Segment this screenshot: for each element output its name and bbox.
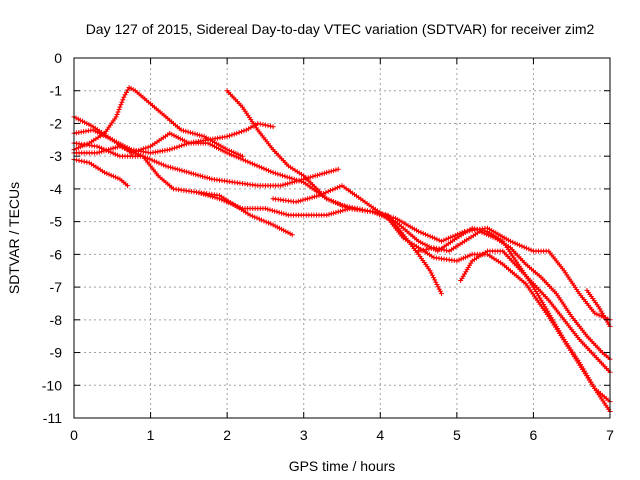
series-markers: [71, 157, 131, 189]
y-tick-label: -7: [50, 279, 63, 295]
series-layer: [71, 85, 613, 414]
y-tick-label: -8: [50, 312, 63, 328]
plot-frame: [73, 57, 611, 419]
series-track-11: [416, 229, 613, 362]
y-tick-label: -4: [50, 181, 63, 197]
y-axis-label: SDTVAR / TECUs: [6, 182, 22, 294]
chart-title: Day 127 of 2015, Sidereal Day-to-day VTE…: [86, 21, 595, 37]
series-markers: [224, 88, 444, 297]
ticks-layer: 0 1 2 3 4 5 6 7 0 -1 -2 -3 -4 -5 -6 -7 -8 -9 -10 -11: [42, 50, 614, 443]
series-line: [226, 89, 443, 295]
x-tick-label: 7: [606, 427, 614, 443]
series-track-9: [270, 183, 613, 414]
x-tick-label: 5: [453, 427, 461, 443]
x-tick-label: 0: [70, 427, 78, 443]
series-markers: [458, 248, 613, 375]
y-tick-label: -2: [50, 115, 63, 131]
x-tick-label: 1: [147, 427, 155, 443]
y-tick-label: -6: [50, 246, 63, 262]
series-track-3: [71, 85, 245, 159]
series-markers: [416, 229, 613, 362]
y-tick-label: -9: [50, 345, 63, 361]
y-tick-label: -10: [42, 377, 62, 393]
x-tick-label: 6: [530, 427, 538, 443]
y-tick-label: -5: [50, 214, 63, 230]
series-track-5: [71, 157, 131, 189]
series-track-4: [224, 88, 444, 297]
series-track-12: [584, 287, 613, 329]
x-tick-label: 3: [300, 427, 308, 443]
series-track-10: [458, 248, 613, 375]
series-track-8: [194, 189, 613, 405]
grid-layer: [74, 58, 610, 418]
series-markers: [194, 189, 613, 405]
x-axis-label: GPS time / hours: [289, 458, 396, 474]
series-markers: [270, 183, 613, 414]
y-tick-label: -1: [50, 83, 63, 99]
y-tick-label: -11: [43, 410, 62, 426]
y-tick-label: -3: [50, 148, 63, 164]
series-markers: [71, 143, 295, 238]
y-tick-label: 0: [54, 50, 62, 66]
series-markers: [584, 287, 613, 329]
x-tick-label: 4: [376, 427, 384, 443]
series-line: [459, 250, 611, 374]
x-tick-label: 2: [223, 427, 231, 443]
series-track-6: [71, 143, 295, 238]
